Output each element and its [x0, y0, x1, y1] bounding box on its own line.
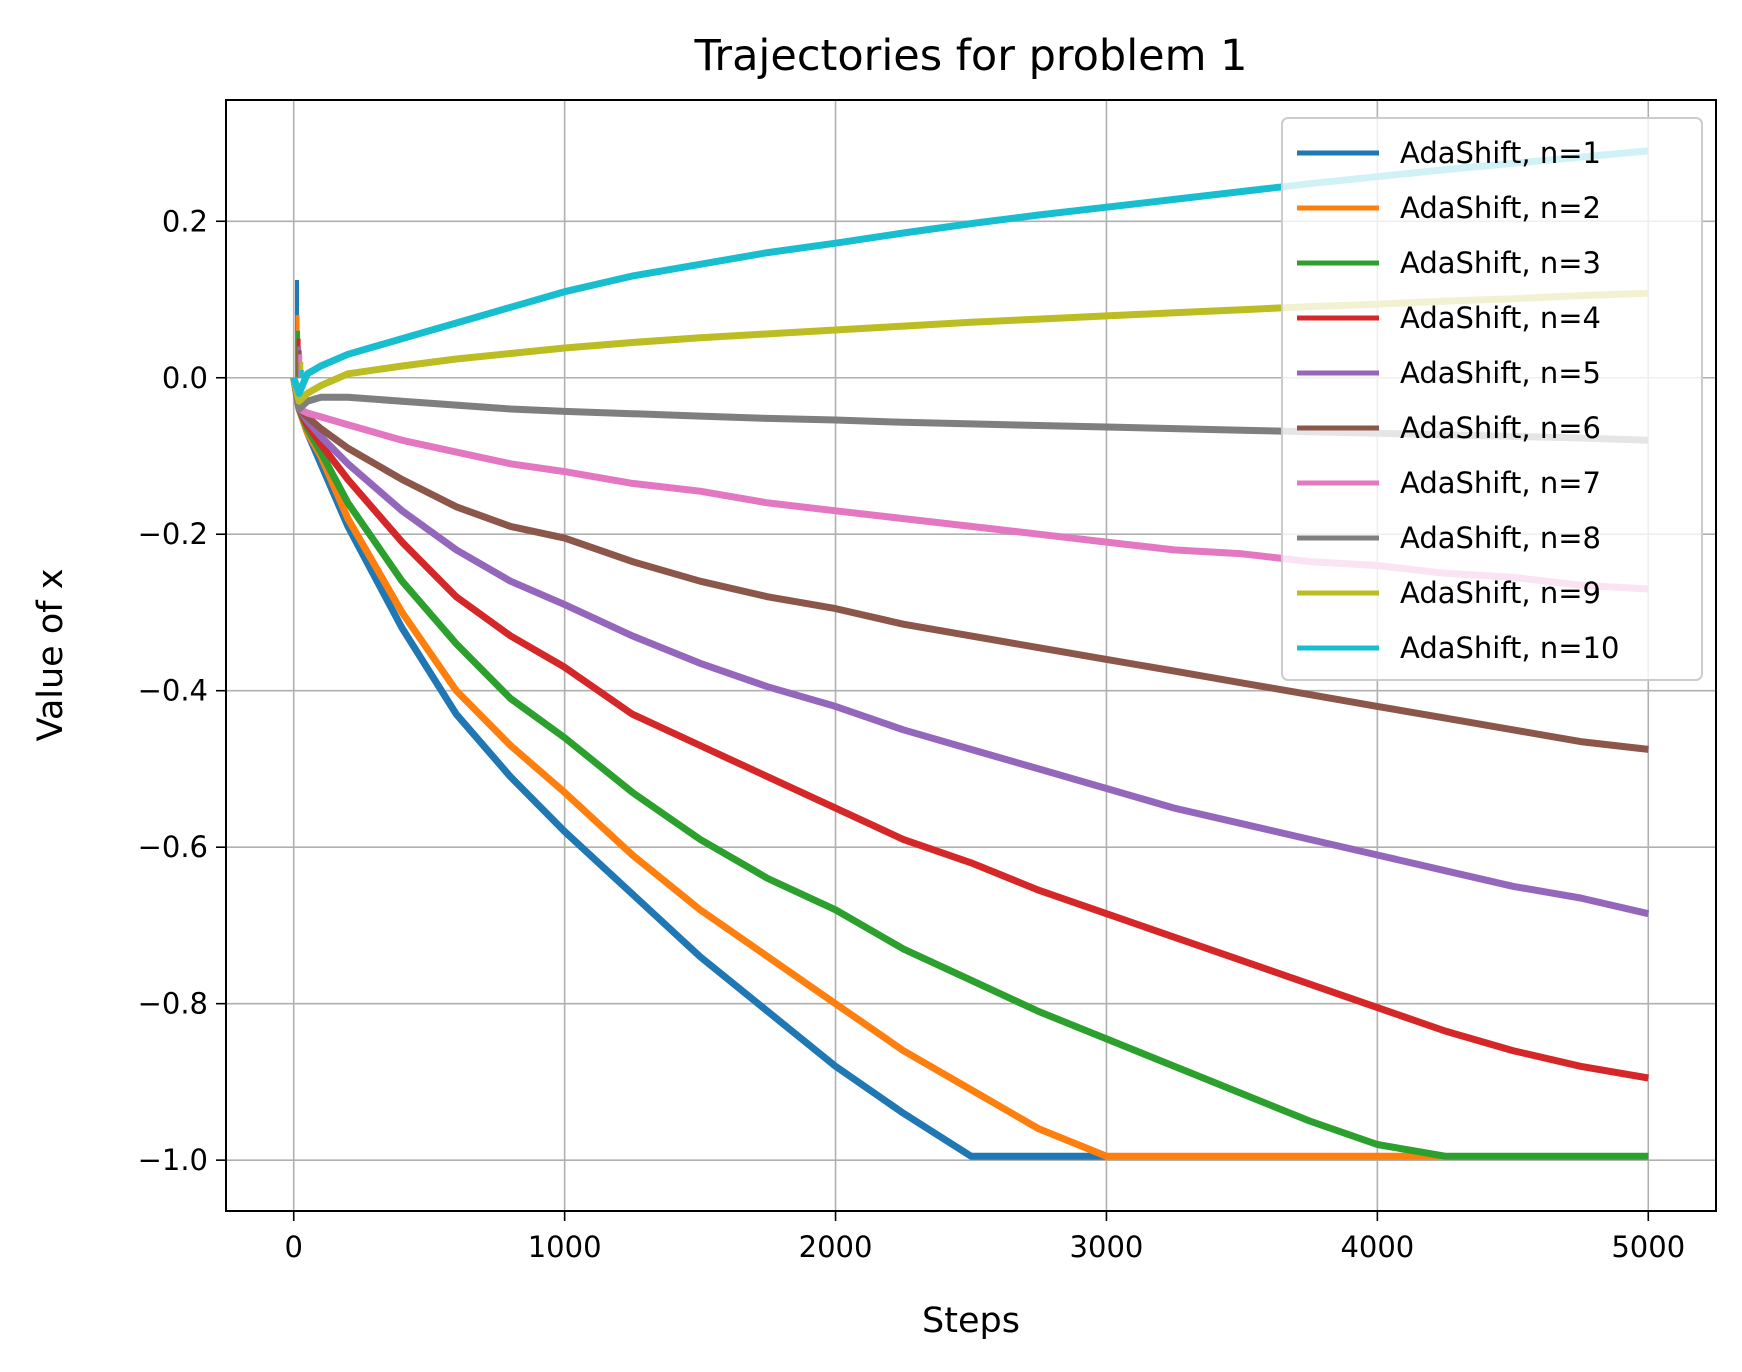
legend-label: AdaShift, n=3: [1400, 246, 1601, 280]
series-line-2: [290, 377, 1446, 1160]
y-tick-label: −0.4: [138, 674, 208, 708]
x-axis-ticks: 0 1000 2000 3000 4000 5000: [285, 1211, 1685, 1264]
legend-label: AdaShift, n=8: [1400, 521, 1601, 555]
legend-label: AdaShift, n=1: [1400, 136, 1601, 170]
series-line-4: [290, 377, 1649, 1082]
y-tick-label: −0.2: [138, 517, 208, 551]
y-tick-label: −0.6: [138, 830, 208, 864]
legend: AdaShift, n=1 AdaShift, n=2 AdaShift, n=3 A…: [1281, 117, 1703, 681]
legend-label: AdaShift, n=2: [1400, 191, 1601, 225]
series-line-5: [290, 377, 1650, 918]
y-tick-label: −1.0: [138, 1143, 208, 1177]
x-axis-label: Steps: [922, 1301, 1020, 1341]
x-tick-label: 3000: [1070, 1230, 1144, 1264]
y-tick-label: −0.8: [138, 987, 208, 1021]
grid: [226, 100, 1716, 1211]
y-tick-label: 0.2: [162, 204, 208, 238]
plot-frame: [225, 99, 1717, 1212]
series-line-6: [290, 377, 1649, 753]
legend-label: AdaShift, n=7: [1400, 466, 1601, 500]
x-tick-label: 4000: [1340, 1230, 1414, 1264]
y-axis-label: Value of x: [31, 569, 71, 742]
x-tick-label: 0: [285, 1230, 303, 1264]
x-tick-label: 2000: [799, 1230, 873, 1264]
chart-title: Trajectories for problem 1: [693, 31, 1247, 81]
legend-items: AdaShift, n=1 AdaShift, n=2 AdaShift, n=3 A…: [1297, 136, 1619, 665]
y-tick-label: 0.0: [162, 361, 208, 395]
legend-label: AdaShift, n=9: [1400, 576, 1601, 610]
legend-box: [1281, 117, 1703, 681]
legend-label: AdaShift, n=10: [1400, 631, 1619, 665]
x-tick-label: 1000: [528, 1230, 602, 1264]
x-tick-label: 5000: [1611, 1230, 1685, 1264]
series-line-3: [290, 377, 1649, 1160]
legend-label: AdaShift, n=6: [1400, 411, 1601, 445]
legend-label: AdaShift, n=5: [1400, 356, 1601, 390]
legend-label: AdaShift, n=4: [1400, 301, 1601, 335]
y-axis-ticks: 0.2 0.0 −0.2 −0.4 −0.6 −0.8 −1.0: [138, 204, 226, 1177]
